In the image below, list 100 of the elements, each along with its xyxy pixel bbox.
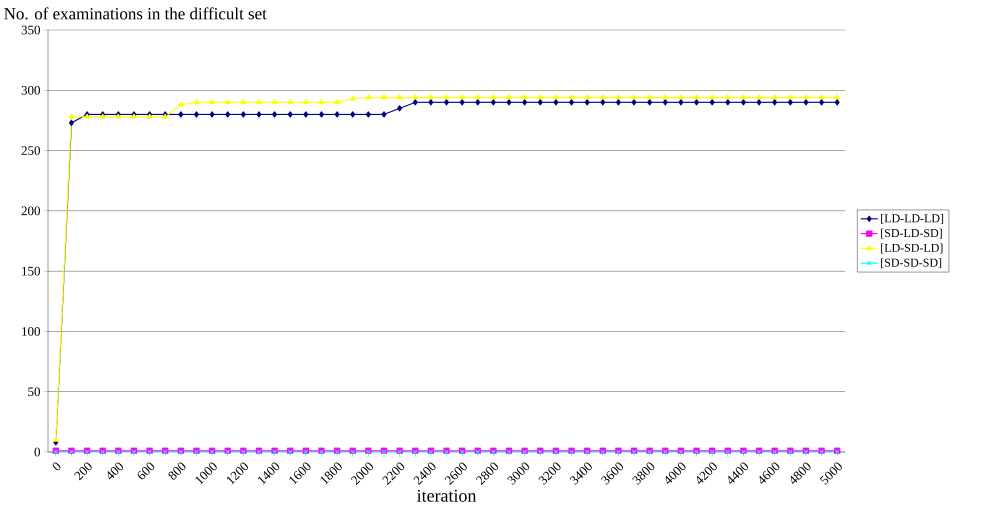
point bbox=[116, 114, 122, 119]
point bbox=[303, 111, 308, 118]
point bbox=[522, 94, 528, 100]
point bbox=[647, 99, 652, 106]
x-tick-label: 4800 bbox=[790, 462, 811, 484]
point bbox=[444, 94, 450, 100]
x-tick-label: 4200 bbox=[697, 462, 717, 484]
point bbox=[553, 94, 559, 100]
point bbox=[240, 99, 246, 104]
x-tick-label: 4000 bbox=[666, 462, 686, 484]
point bbox=[819, 99, 824, 106]
y-tick-label: 150 bbox=[22, 266, 40, 276]
x-tick-label: 800 bbox=[168, 462, 186, 480]
x-tick-label: 600 bbox=[138, 462, 154, 480]
y-tick-label: 250 bbox=[22, 146, 40, 155]
point bbox=[178, 111, 184, 118]
point bbox=[194, 111, 199, 118]
point bbox=[475, 99, 480, 106]
point bbox=[240, 111, 246, 118]
x-tick-label: 4400 bbox=[728, 462, 748, 484]
point bbox=[162, 114, 168, 119]
point bbox=[350, 96, 356, 101]
point bbox=[459, 94, 465, 100]
point bbox=[490, 94, 496, 100]
point bbox=[366, 94, 372, 100]
point bbox=[225, 111, 230, 118]
point bbox=[444, 99, 450, 106]
point bbox=[725, 99, 730, 106]
x-tick-label: 1800 bbox=[320, 462, 342, 485]
point bbox=[710, 99, 715, 106]
point bbox=[694, 94, 700, 100]
point bbox=[631, 94, 637, 100]
point bbox=[740, 99, 746, 106]
point bbox=[553, 99, 558, 106]
point bbox=[366, 111, 371, 118]
chart-title: No. of examinations in the difficult set bbox=[4, 7, 267, 20]
x-tick-label: 1400 bbox=[258, 462, 280, 485]
point bbox=[381, 111, 386, 118]
point bbox=[538, 99, 543, 106]
point bbox=[178, 102, 184, 107]
y-tick-label: 0 bbox=[34, 448, 40, 456]
x-tick-label: 400 bbox=[108, 462, 123, 480]
x-tick-label: 200 bbox=[74, 462, 92, 480]
x-tick-label: 4600 bbox=[760, 462, 780, 484]
point bbox=[803, 99, 808, 106]
point bbox=[694, 99, 700, 106]
legend-label: [SD-LD-SD] bbox=[881, 228, 942, 239]
legend-label: [LD-LD-LD] bbox=[881, 214, 944, 224]
point bbox=[146, 114, 152, 119]
point bbox=[396, 94, 402, 100]
point bbox=[428, 94, 434, 100]
point bbox=[318, 111, 324, 118]
point bbox=[756, 94, 762, 100]
point bbox=[287, 99, 294, 104]
point bbox=[772, 99, 778, 106]
point bbox=[84, 114, 90, 119]
y-tick-label: 100 bbox=[22, 327, 40, 336]
point bbox=[460, 99, 465, 106]
point bbox=[788, 94, 794, 100]
point bbox=[350, 111, 356, 118]
point bbox=[600, 99, 606, 106]
point bbox=[834, 94, 840, 100]
point bbox=[334, 111, 340, 118]
point bbox=[210, 111, 215, 118]
point bbox=[131, 114, 137, 119]
point bbox=[709, 94, 715, 100]
point bbox=[616, 94, 622, 100]
point bbox=[68, 114, 74, 119]
point bbox=[412, 94, 418, 100]
point bbox=[256, 111, 262, 118]
point bbox=[568, 94, 574, 100]
x-tick-label: 1200 bbox=[226, 462, 248, 485]
point bbox=[53, 436, 59, 442]
x-tick-label: 1000 bbox=[196, 462, 217, 485]
point bbox=[397, 105, 402, 112]
point bbox=[506, 99, 512, 106]
point bbox=[756, 99, 762, 106]
point bbox=[522, 99, 528, 106]
point bbox=[412, 99, 418, 106]
point bbox=[506, 94, 512, 100]
point bbox=[788, 99, 793, 106]
point bbox=[678, 99, 684, 106]
y-tick-label: 350 bbox=[22, 26, 40, 34]
point bbox=[334, 99, 340, 104]
point bbox=[725, 94, 731, 100]
y-tick-label: 50 bbox=[28, 387, 40, 396]
point bbox=[678, 94, 684, 100]
legend-label: [LD-SD-LD] bbox=[881, 243, 942, 254]
y-tick-label: 200 bbox=[22, 206, 40, 216]
point bbox=[256, 99, 262, 104]
point bbox=[834, 99, 840, 106]
point bbox=[209, 99, 215, 104]
point bbox=[272, 99, 278, 104]
x-tick-label: 0 bbox=[52, 462, 60, 470]
x-tick-label: 1600 bbox=[289, 462, 310, 485]
point bbox=[381, 94, 387, 100]
point bbox=[662, 94, 668, 100]
point bbox=[288, 111, 293, 118]
legend-label: [SD-SD-SD] bbox=[881, 258, 942, 268]
point bbox=[194, 99, 200, 104]
